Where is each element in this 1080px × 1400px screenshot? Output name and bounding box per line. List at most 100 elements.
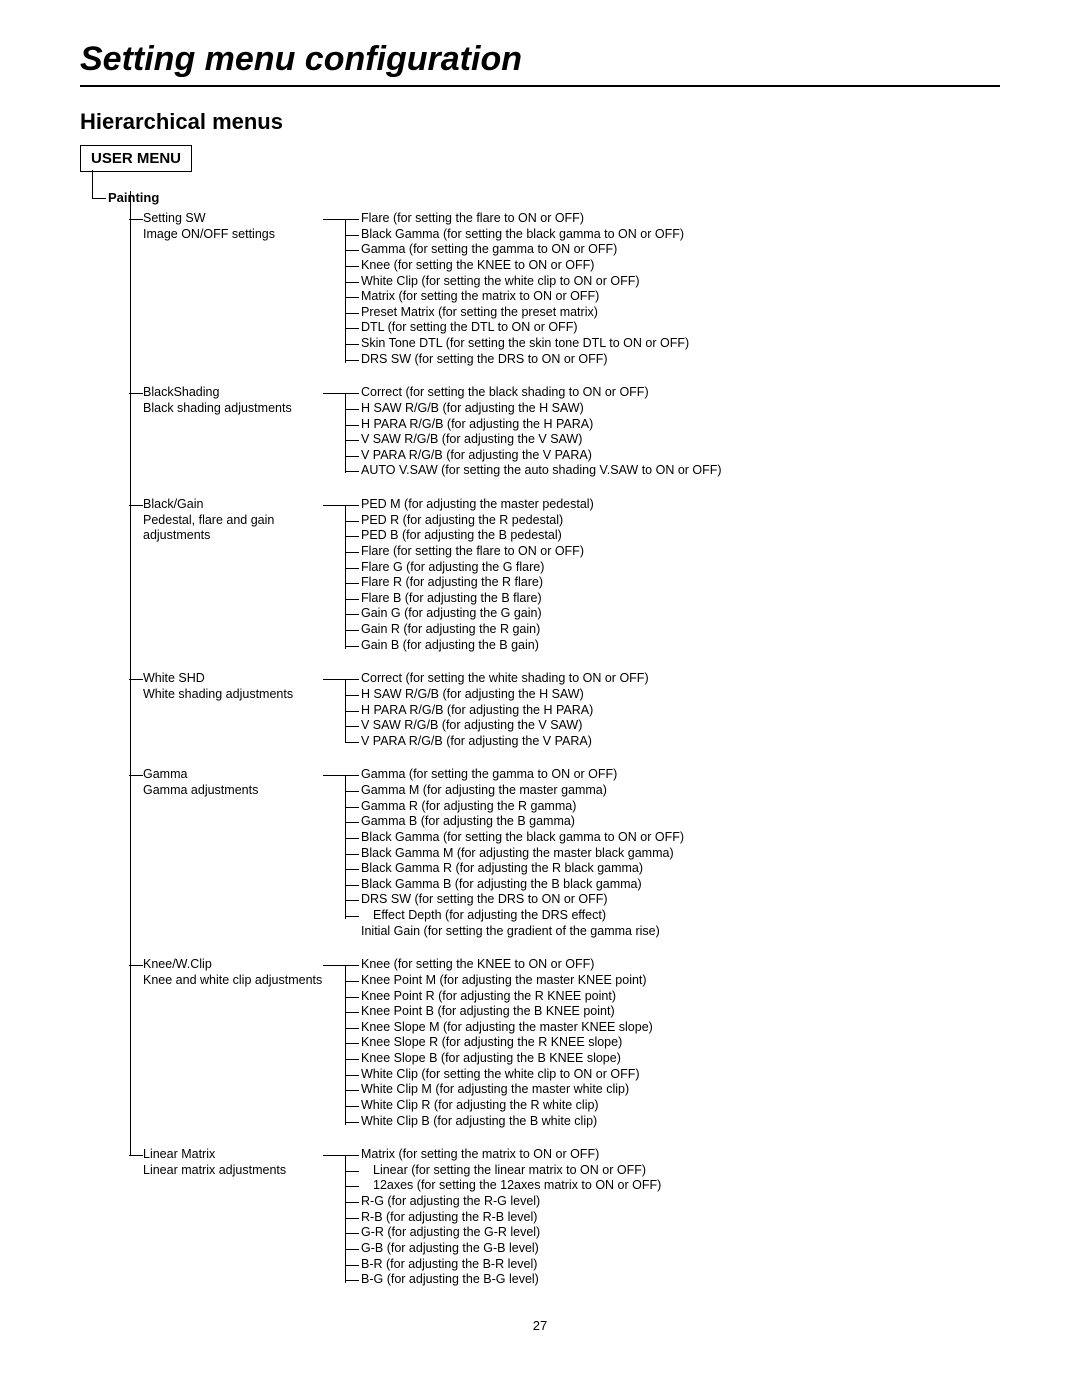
menu-item: Matrix (for setting the matrix to ON or … (361, 289, 689, 305)
menu-item: B-G (for adjusting the B-G level) (361, 1272, 661, 1288)
menu-section: Knee/W.ClipKnee and white clip adjustmen… (130, 957, 1000, 1129)
items-wrap: Knee (for setting the KNEE to ON or OFF)… (345, 957, 653, 1129)
menu-item: PED M (for adjusting the master pedestal… (361, 497, 594, 513)
menu-item: V PARA R/G/B (for adjusting the V PARA) (361, 734, 649, 750)
menu-item: Gamma R (for adjusting the R gamma) (361, 799, 684, 815)
section-name: Knee/W.Clip (143, 957, 323, 973)
section-left: Setting SWImage ON/OFF settings (143, 211, 323, 242)
menu-item: Gamma M (for adjusting the master gamma) (361, 783, 684, 799)
items-wrap: PED M (for adjusting the master pedestal… (345, 497, 594, 653)
section-left: GammaGamma adjustments (143, 767, 323, 798)
menu-item: Flare G (for adjusting the G flare) (361, 560, 594, 576)
menu-item: White Clip R (for adjusting the R white … (361, 1098, 653, 1114)
menu-item: G-B (for adjusting the G-B level) (361, 1241, 661, 1257)
tree-connector (323, 505, 345, 506)
menu-item: Knee Point R (for adjusting the R KNEE p… (361, 989, 653, 1005)
painting-row: Painting (92, 190, 1000, 205)
menu-item: Flare R (for adjusting the R flare) (361, 575, 594, 591)
menu-item: White Clip (for setting the white clip t… (361, 274, 689, 290)
menu-item: Knee (for setting the KNEE to ON or OFF) (361, 957, 653, 973)
tree-connector (323, 775, 345, 776)
tree-vline (345, 393, 346, 473)
menu-item: Linear (for setting the linear matrix to… (361, 1163, 661, 1179)
sections-container: Setting SWImage ON/OFF settings Flare (fo… (130, 205, 1000, 1288)
menu-item: Gain G (for adjusting the G gain) (361, 606, 594, 622)
section-left: BlackShadingBlack shading adjustments (143, 385, 323, 416)
menu-item: Gamma B (for adjusting the B gamma) (361, 814, 684, 830)
menu-item: V SAW R/G/B (for adjusting the V SAW) (361, 432, 722, 448)
section-desc: Black shading adjustments (143, 401, 323, 417)
section-name: Gamma (143, 767, 323, 783)
menu-item: Correct (for setting the black shading t… (361, 385, 722, 401)
menu-item: Black Gamma B (for adjusting the B black… (361, 877, 684, 893)
subtitle: Hierarchical menus (80, 109, 1000, 135)
menu-item: Preset Matrix (for setting the preset ma… (361, 305, 689, 321)
menu-item: H SAW R/G/B (for adjusting the H SAW) (361, 401, 722, 417)
menu-item: Knee Point B (for adjusting the B KNEE p… (361, 1004, 653, 1020)
painting-label: Painting (108, 190, 159, 205)
menu-section: GammaGamma adjustments Gamma (for setting… (130, 767, 1000, 939)
menu-item: Skin Tone DTL (for setting the skin tone… (361, 336, 689, 352)
menu-item: White Clip (for setting the white clip t… (361, 1067, 653, 1083)
menu-item: Black Gamma (for setting the black gamma… (361, 227, 689, 243)
menu-item: Knee Point M (for adjusting the master K… (361, 973, 653, 989)
section-name: White SHD (143, 671, 323, 687)
menu-item: Correct (for setting the white shading t… (361, 671, 649, 687)
section-desc: Pedestal, flare and gain adjustments (143, 513, 323, 544)
section-left: White SHDWhite shading adjustments (143, 671, 323, 702)
tree-vline (345, 775, 346, 919)
menu-item: DRS SW (for setting the DRS to ON or OFF… (361, 352, 689, 368)
menu-item: Flare (for setting the flare to ON or OF… (361, 211, 689, 227)
tree-connector (323, 1155, 345, 1156)
tree-tick (129, 505, 143, 506)
menu-item: Initial Gain (for setting the gradient o… (361, 924, 684, 940)
tree-vline (345, 965, 346, 1125)
tree-root: Painting Setting SWImage ON/OFF settings… (92, 172, 1000, 1288)
menu-section: Setting SWImage ON/OFF settings Flare (fo… (130, 211, 1000, 367)
menu-item: Black Gamma M (for adjusting the master … (361, 846, 684, 862)
menu-item: B-R (for adjusting the B-R level) (361, 1257, 661, 1273)
section-left: Linear MatrixLinear matrix adjustments (143, 1147, 323, 1178)
items-wrap: Correct (for setting the white shading t… (345, 671, 649, 749)
menu-item: Gamma (for setting the gamma to ON or OF… (361, 767, 684, 783)
menu-item: 12axes (for setting the 12axes matrix to… (361, 1178, 661, 1194)
menu-item: Knee Slope R (for adjusting the R KNEE s… (361, 1035, 653, 1051)
menu-item: Flare (for setting the flare to ON or OF… (361, 544, 594, 560)
section-name: Setting SW (143, 211, 323, 227)
section-name: Black/Gain (143, 497, 323, 513)
user-menu-box: USER MENU (80, 145, 192, 172)
section-desc: Knee and white clip adjustments (143, 973, 323, 989)
menu-item: H PARA R/G/B (for adjusting the H PARA) (361, 703, 649, 719)
menu-item: Black Gamma (for setting the black gamma… (361, 830, 684, 846)
menu-item: Black Gamma R (for adjusting the R black… (361, 861, 684, 877)
items-wrap: Flare (for setting the flare to ON or OF… (345, 211, 689, 367)
menu-item: Gamma (for setting the gamma to ON or OF… (361, 242, 689, 258)
section-name: Linear Matrix (143, 1147, 323, 1163)
menu-item: Knee (for setting the KNEE to ON or OFF) (361, 258, 689, 274)
menu-item: Gain R (for adjusting the R gain) (361, 622, 594, 638)
section-desc: Gamma adjustments (143, 783, 323, 799)
section-name: BlackShading (143, 385, 323, 401)
items-wrap: Matrix (for setting the matrix to ON or … (345, 1147, 661, 1288)
menu-item: H PARA R/G/B (for adjusting the H PARA) (361, 417, 722, 433)
menu-item: V SAW R/G/B (for adjusting the V SAW) (361, 718, 649, 734)
menu-section: BlackShadingBlack shading adjustments Cor… (130, 385, 1000, 479)
tree-connector (323, 679, 345, 680)
menu-item: AUTO V.SAW (for setting the auto shading… (361, 463, 722, 479)
tree-tick (129, 679, 143, 680)
menu-item: PED B (for adjusting the B pedestal) (361, 528, 594, 544)
items-wrap: Gamma (for setting the gamma to ON or OF… (345, 767, 684, 939)
menu-item: DRS SW (for setting the DRS to ON or OFF… (361, 892, 684, 908)
menu-item: DTL (for setting the DTL to ON or OFF) (361, 320, 689, 336)
menu-item: PED R (for adjusting the R pedestal) (361, 513, 594, 529)
tree-vline (345, 505, 346, 649)
tree-connector (323, 393, 345, 394)
menu-section: Black/GainPedestal, flare and gain adjus… (130, 497, 1000, 653)
section-desc: Image ON/OFF settings (143, 227, 323, 243)
menu-item: White Clip B (for adjusting the B white … (361, 1114, 653, 1130)
menu-item: V PARA R/G/B (for adjusting the V PARA) (361, 448, 722, 464)
page-title: Setting menu configuration (80, 40, 1000, 87)
items-wrap: Correct (for setting the black shading t… (345, 385, 722, 479)
menu-section: White SHDWhite shading adjustments Correc… (130, 671, 1000, 749)
tree-connector (323, 965, 345, 966)
